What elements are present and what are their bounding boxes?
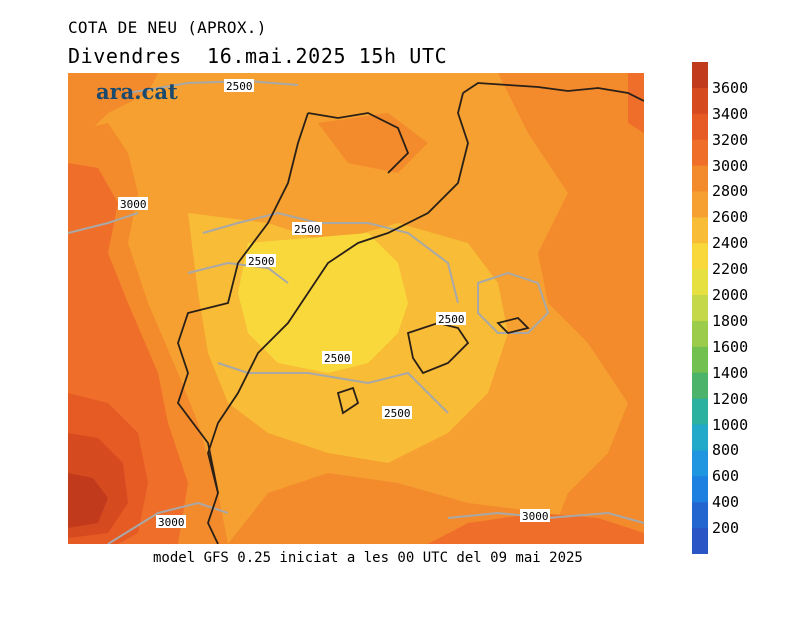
colorbar-swatch [692, 476, 708, 503]
colorbar-tick-label: 3000 [712, 156, 749, 175]
contour-2500-loop [477, 271, 550, 334]
colorbar [692, 62, 708, 554]
field-2200-core [238, 233, 408, 373]
colorbar-tick-label: 1400 [712, 363, 749, 382]
contour-2500-north [127, 79, 299, 94]
field-2800-north [68, 73, 158, 143]
colorbar-tick-label: 2800 [712, 182, 749, 201]
colorbar-tick-label: 1800 [712, 311, 749, 330]
colorbar-tick-label: 600 [712, 467, 740, 486]
contour-label-bg-8 [156, 515, 186, 528]
contour-label-5: 2500 [438, 313, 465, 326]
colorbar-swatch [692, 217, 708, 244]
field-3000-east [628, 73, 644, 133]
colorbar-tick-label: 3200 [712, 130, 749, 149]
contour-3000-west [68, 212, 139, 234]
field-2800-center-north [318, 113, 428, 173]
contour-label-6: 2500 [324, 352, 351, 365]
field-3600-southwest [68, 473, 108, 528]
colorbar-tick-label: 3600 [712, 78, 749, 97]
colorbar-swatch [692, 346, 708, 374]
contour-label-3: 2500 [294, 223, 321, 236]
colorbar-tick-label: 1600 [712, 337, 749, 356]
contour-label-bg-6 [322, 351, 352, 364]
colorbar-tick-label: 400 [712, 493, 740, 512]
field-3000-southeast [428, 513, 644, 544]
map-title: COTA DE NEU (APROX.) [68, 18, 267, 37]
colorbar-tick-label: 3400 [712, 104, 749, 123]
island-ibiza [336, 386, 360, 415]
colorbar-tick-label: 2200 [712, 260, 749, 279]
contour-label-bg-7 [382, 406, 412, 419]
colorbar-tick-label: 800 [712, 441, 740, 460]
contour-label-1: 2500 [226, 80, 253, 93]
field-2800-east [498, 73, 644, 544]
colorbar-swatch [692, 191, 708, 218]
colorbar-tick-label: 2400 [712, 234, 749, 253]
colorbar-swatch [692, 113, 708, 141]
contour-label-4: 2500 [248, 255, 275, 268]
coastline-mainland [207, 82, 644, 544]
contour-label-bg-4 [246, 254, 276, 267]
contour-label-2: 3000 [120, 198, 147, 211]
map-subtitle: Divendres 16.mai.2025 15h UTC [68, 44, 448, 68]
contour-label-7: 2500 [384, 407, 411, 420]
colorbar-swatch [692, 269, 708, 296]
colorbar-swatch [692, 502, 708, 529]
contour-label-group: 2500 3000 2500 2500 2500 2500 2500 3000 … [118, 79, 550, 529]
colorbar-swatch [692, 139, 708, 167]
contour-label-bg-2 [118, 197, 148, 210]
colorbar-swatch [692, 320, 708, 348]
contour-label-9: 3000 [522, 510, 549, 523]
island-menorca [496, 317, 530, 334]
colorbar-tick-label: 2600 [712, 208, 749, 227]
colorbar-swatch [692, 372, 708, 400]
ara-cat-logo: ara.cat [96, 79, 178, 104]
snow-level-map: 2500 3000 2500 2500 2500 2500 2500 3000 … [68, 73, 644, 544]
contour-2500-center [202, 211, 459, 304]
colorbar-tick-label: 2000 [712, 286, 749, 305]
border-inland [176, 112, 410, 494]
colorbar-tick-label: 1000 [712, 415, 749, 434]
colorbar-swatch [692, 62, 708, 89]
contour-label-bg-5 [436, 312, 466, 325]
model-caption: model GFS 0.25 iniciat a les 00 UTC del … [153, 550, 583, 566]
colorbar-swatch [692, 165, 708, 192]
contour-label-bg-3 [292, 222, 322, 235]
colorbar-swatch [692, 87, 708, 115]
colorbar-swatch [692, 424, 708, 451]
contour-label-8: 3000 [158, 516, 185, 529]
colorbar-tick-label: 1200 [712, 389, 749, 408]
colorbar-swatch [692, 295, 708, 322]
colorbar-swatch [692, 398, 708, 426]
contour-label-bg-1 [224, 79, 254, 92]
colorbar-swatch [692, 450, 708, 477]
contour-label-bg-9 [520, 509, 550, 522]
colorbar-tick-label: 200 [712, 519, 740, 538]
colorbar-swatch [692, 243, 708, 270]
colorbar-swatch [692, 528, 708, 554]
